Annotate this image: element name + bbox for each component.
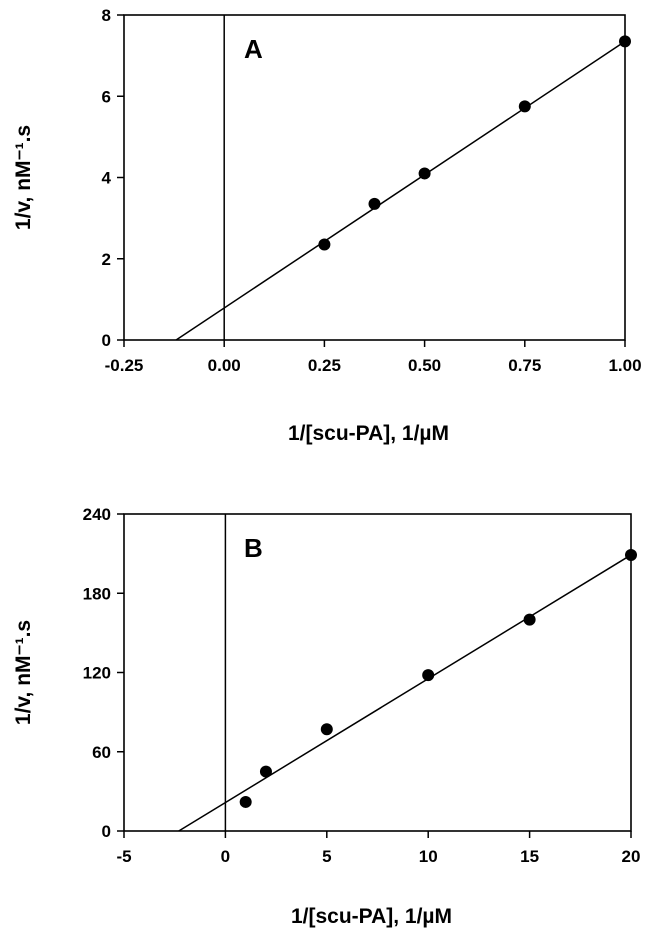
x-axis-label: 1/[scu-PA], 1/µM xyxy=(291,905,452,928)
x-tick-label: 0.75 xyxy=(508,356,541,375)
x-tick-label: -5 xyxy=(116,847,131,866)
x-tick-label: 10 xyxy=(419,847,438,866)
data-point xyxy=(422,669,435,682)
chart-a: -0.25 0.00 0.25 0.50 0.75 1.00 0 2 4 6 8 A 1/[scu-PA… xyxy=(12,6,642,445)
data-point xyxy=(368,197,381,210)
x-tick-label: 5 xyxy=(322,847,331,866)
data-point xyxy=(518,100,531,113)
y-tick-label: 180 xyxy=(83,584,111,603)
y-tick-label: 0 xyxy=(102,331,111,350)
y-axis-label: 1/v, nM⁻¹.s xyxy=(12,620,35,725)
fit-line xyxy=(175,40,626,341)
data-point xyxy=(320,723,333,736)
x-tick-label: 0.00 xyxy=(208,356,241,375)
data-point xyxy=(318,238,331,251)
x-tick-label: 15 xyxy=(520,847,539,866)
y-tick-label: 0 xyxy=(102,822,111,841)
data-point xyxy=(239,795,252,808)
chart-b: -5 0 5 10 15 20 0 60 120 180 240 B 1/[scu-PA], 1/µM 1… xyxy=(12,505,640,928)
x-tick-label: 0 xyxy=(221,847,230,866)
y-tick-label: 60 xyxy=(92,743,111,762)
y-tick-label: 120 xyxy=(83,664,111,683)
data-point xyxy=(523,613,536,626)
panel-label: B xyxy=(244,533,263,563)
x-tick-label: 1.00 xyxy=(608,356,641,375)
fit-line xyxy=(178,554,632,832)
y-tick-label: 4 xyxy=(102,169,112,188)
data-point xyxy=(259,765,272,778)
data-point xyxy=(619,35,631,48)
x-tick-label: 0.25 xyxy=(308,356,341,375)
y-tick-label: 2 xyxy=(102,250,111,269)
panel-label: A xyxy=(244,34,263,64)
y-tick-label: 8 xyxy=(102,6,111,25)
y-tick-label: 6 xyxy=(102,87,111,106)
y-tick-label: 240 xyxy=(83,505,111,524)
plot-frame xyxy=(123,14,626,341)
data-point xyxy=(418,167,431,180)
plot-frame xyxy=(123,513,632,832)
x-tick-label: -0.25 xyxy=(105,356,144,375)
x-tick-label: 20 xyxy=(622,847,641,866)
data-point xyxy=(625,548,637,561)
x-tick-label: 0.50 xyxy=(408,356,441,375)
y-axis-label: 1/v, nM⁻¹.s xyxy=(12,125,35,230)
x-axis-label: 1/[scu-PA], 1/µM xyxy=(288,422,449,445)
